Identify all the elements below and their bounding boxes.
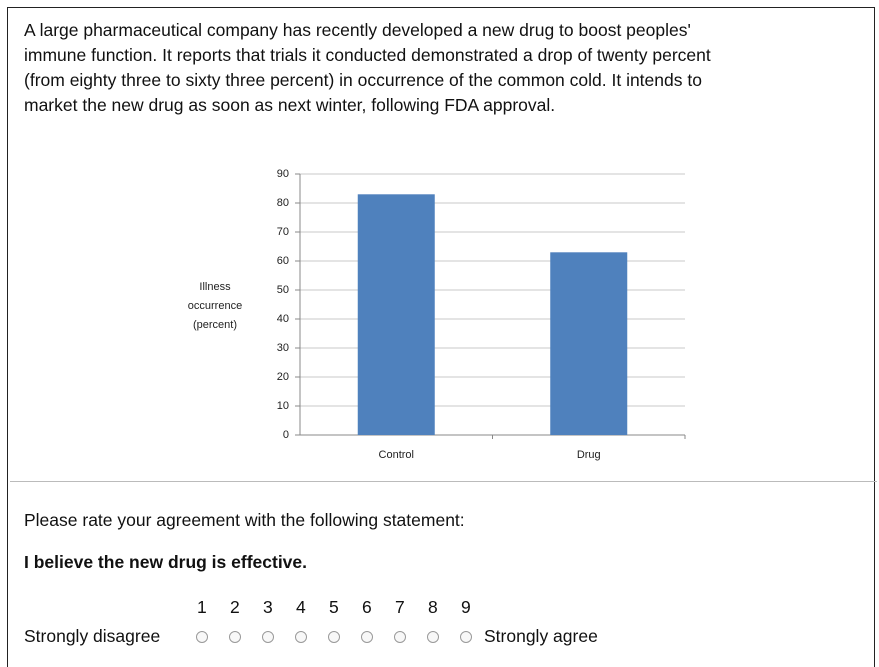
- y-axis-label: occurrence: [188, 300, 242, 312]
- radio[interactable]: [328, 631, 340, 643]
- radio[interactable]: [196, 631, 208, 643]
- scale-number: 6: [362, 597, 372, 617]
- y-tick-label: 80: [277, 197, 289, 209]
- y-tick-label: 50: [277, 284, 289, 296]
- passage-line: A large pharmaceutical company has recen…: [24, 20, 691, 40]
- radio[interactable]: [394, 631, 406, 643]
- scale-number: 5: [329, 597, 339, 617]
- x-tick-label: Drug: [577, 449, 601, 461]
- y-axis-label: (percent): [193, 319, 237, 331]
- bar: [550, 252, 628, 435]
- y-tick-label: 30: [277, 342, 289, 354]
- radio[interactable]: [229, 631, 241, 643]
- radio[interactable]: [295, 631, 307, 643]
- passage-line: immune function. It reports that trials …: [24, 45, 711, 65]
- y-tick-label: 60: [277, 255, 289, 267]
- x-tick-label: Control: [379, 449, 414, 461]
- y-tick-label: 0: [283, 429, 289, 441]
- scale-number: 4: [296, 597, 306, 617]
- frame: [7, 7, 875, 667]
- y-tick-label: 90: [277, 168, 289, 180]
- radio[interactable]: [361, 631, 373, 643]
- scale-number: 7: [395, 597, 405, 617]
- y-axis-label: Illness: [199, 281, 231, 293]
- y-tick-label: 40: [277, 313, 289, 325]
- y-tick-label: 70: [277, 226, 289, 238]
- scale-number: 3: [263, 597, 273, 617]
- divider: [10, 481, 877, 482]
- high-label: Strongly agree: [484, 626, 598, 646]
- bar: [357, 194, 435, 435]
- scale-number: 8: [428, 597, 438, 617]
- question: Please rate your agreement with the foll…: [24, 510, 465, 530]
- radio[interactable]: [262, 631, 274, 643]
- radio[interactable]: [460, 631, 472, 643]
- y-tick-label: 20: [277, 371, 289, 383]
- passage-line: market the new drug as soon as next wint…: [24, 95, 556, 115]
- passage-line: (from eighty three to sixty three percen…: [24, 70, 702, 90]
- chart: 0 10 20 30 40 50 60 70 80 90 Illness occurrence (per…: [188, 168, 686, 461]
- scale-number: 9: [461, 597, 471, 617]
- statement: I believe the new drug is effective.: [24, 552, 308, 572]
- scale-number: 1: [197, 597, 207, 617]
- scale-number: 2: [230, 597, 240, 617]
- radio[interactable]: [427, 631, 439, 643]
- low-label: Strongly disagree: [24, 626, 161, 646]
- y-tick-label: 10: [277, 400, 289, 412]
